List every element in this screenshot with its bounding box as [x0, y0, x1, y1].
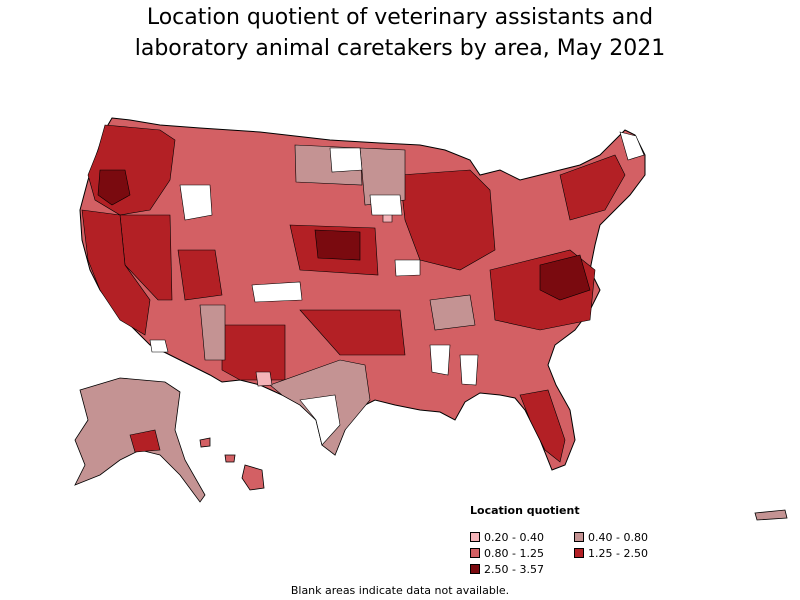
blank-colorado [251, 281, 303, 303]
blank-alabama [459, 354, 479, 386]
blank-idaho [179, 184, 213, 221]
title-line-2: laboratory animal caretakers by area, Ma… [134, 36, 666, 61]
legend-item-1: 0.20 - 0.40 [470, 530, 574, 544]
footnote: Blank areas indicate data not available. [290, 584, 510, 597]
legend-label-2: 0.40 - 0.80 [588, 530, 648, 544]
region-minnesota-wisconsin [359, 147, 406, 206]
legend: Location quotient 0.20 - 0.40 0.40 - 0.8… [470, 504, 670, 576]
region-california-coast [81, 209, 151, 336]
hawaii-small-2 [199, 437, 211, 448]
title-line-1: Location quotient of veterinary assistan… [146, 5, 654, 30]
region-arizona-west [199, 304, 226, 361]
blank-missouri [394, 259, 421, 277]
region-oregon-dark [97, 169, 131, 206]
legend-item-4: 1.25 - 2.50 [574, 546, 674, 560]
legend-item-2: 0.40 - 0.80 [574, 530, 674, 544]
hawaii-main [241, 464, 265, 491]
region-virginia-dark [539, 254, 591, 301]
blank-iowa [369, 194, 403, 216]
region-colorado-utah [177, 249, 223, 301]
map-title: Location quotient of veterinary assistan… [0, 2, 800, 64]
legend-item-5: 2.50 - 3.57 [470, 562, 574, 576]
region-west-texas-low [255, 371, 273, 387]
puerto-rico [754, 509, 788, 521]
alaska-dark-area [129, 429, 161, 453]
legend-item-3: 0.80 - 1.25 [470, 546, 574, 560]
blank-arizona-south [149, 339, 169, 353]
legend-swatch-5 [470, 564, 480, 574]
legend-swatch-3 [470, 548, 480, 558]
region-oklahoma-arkansas [299, 309, 406, 356]
legend-grid: 0.20 - 0.40 0.40 - 0.80 0.80 - 1.25 1.25… [470, 530, 670, 576]
region-northeast [559, 154, 626, 221]
legend-swatch-2 [574, 532, 584, 542]
region-midwest [399, 169, 496, 271]
region-florida [519, 389, 566, 463]
legend-label-4: 1.25 - 2.50 [588, 546, 648, 560]
blank-nd-mn [329, 147, 363, 173]
region-nebraska-dark [314, 229, 361, 261]
region-ky-tn [429, 294, 476, 331]
hawaii-small-1 [224, 454, 236, 463]
legend-title: Location quotient [470, 504, 580, 517]
legend-swatch-1 [470, 532, 480, 542]
blank-south-texas [299, 394, 341, 446]
legend-label-1: 0.20 - 0.40 [484, 530, 544, 544]
blank-mississippi [429, 344, 451, 376]
region-new-mexico [221, 324, 286, 381]
legend-label-3: 0.80 - 1.25 [484, 546, 544, 560]
blank-maine [619, 131, 645, 161]
contiguous-us [79, 117, 646, 471]
legend-label-5: 2.50 - 3.57 [484, 562, 544, 576]
legend-swatch-4 [574, 548, 584, 558]
